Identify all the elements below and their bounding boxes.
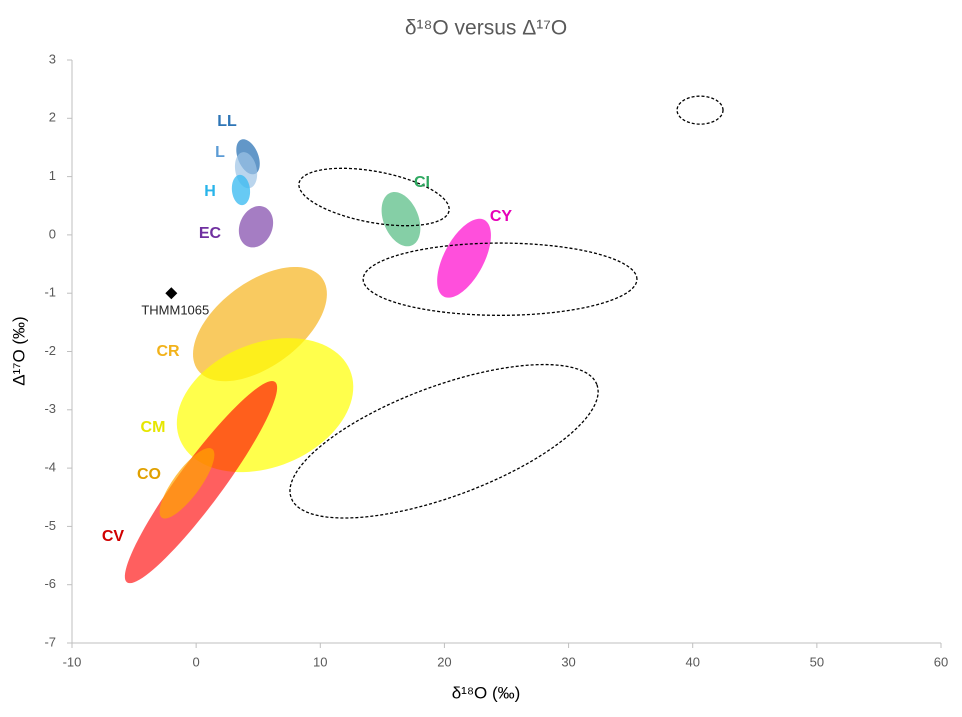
x-tick-label: -10	[63, 654, 82, 669]
y-tick-label: -1	[44, 285, 56, 300]
x-tick-label: 60	[934, 654, 948, 669]
x-tick-label: 50	[810, 654, 824, 669]
y-tick-label: 2	[49, 110, 56, 125]
y-tick-label: -7	[44, 634, 56, 649]
region-ellipse	[362, 242, 638, 317]
x-axis-label: δ¹⁸O (‰)	[452, 683, 521, 702]
y-tick-label: -3	[44, 401, 56, 416]
y-tick-label: -6	[44, 576, 56, 591]
region-ellipse	[193, 266, 327, 382]
region-ellipse	[676, 95, 724, 125]
x-tick-label: 30	[561, 654, 575, 669]
y-tick-label: -5	[44, 518, 56, 533]
region-label: CR	[156, 343, 180, 360]
region-ellipse	[437, 218, 491, 298]
y-tick-label: 3	[49, 51, 56, 66]
y-tick-label: -4	[44, 460, 56, 475]
region-ellipse	[231, 174, 251, 206]
region-ellipse	[381, 192, 421, 247]
region-label: H	[204, 183, 216, 200]
region-label: LL	[217, 113, 237, 130]
region-ellipse	[159, 448, 215, 519]
x-tick-label: 20	[437, 654, 451, 669]
chart-title: δ¹⁸O versus Δ¹⁷O	[405, 17, 567, 40]
y-tick-label: 1	[49, 168, 56, 183]
point-label: THMM1065	[141, 303, 209, 318]
region-label: L	[215, 144, 225, 161]
region-label: CM	[141, 419, 166, 436]
x-tick-label: 0	[193, 654, 200, 669]
y-axis-label: Δ¹⁷O (‰)	[9, 316, 28, 385]
region-label: CY	[490, 208, 513, 225]
y-tick-label: -2	[44, 343, 56, 358]
region-ellipse	[289, 363, 599, 519]
x-tick-label: 40	[685, 654, 699, 669]
data-point	[165, 287, 178, 300]
region-label: EC	[199, 225, 222, 242]
region-ellipse	[298, 167, 450, 227]
region-ellipse	[238, 206, 274, 248]
region-label: CI	[414, 174, 430, 191]
region-label: CV	[102, 528, 125, 545]
x-tick-label: 10	[313, 654, 327, 669]
region-label: CO	[137, 466, 161, 483]
y-tick-label: 0	[49, 226, 56, 241]
